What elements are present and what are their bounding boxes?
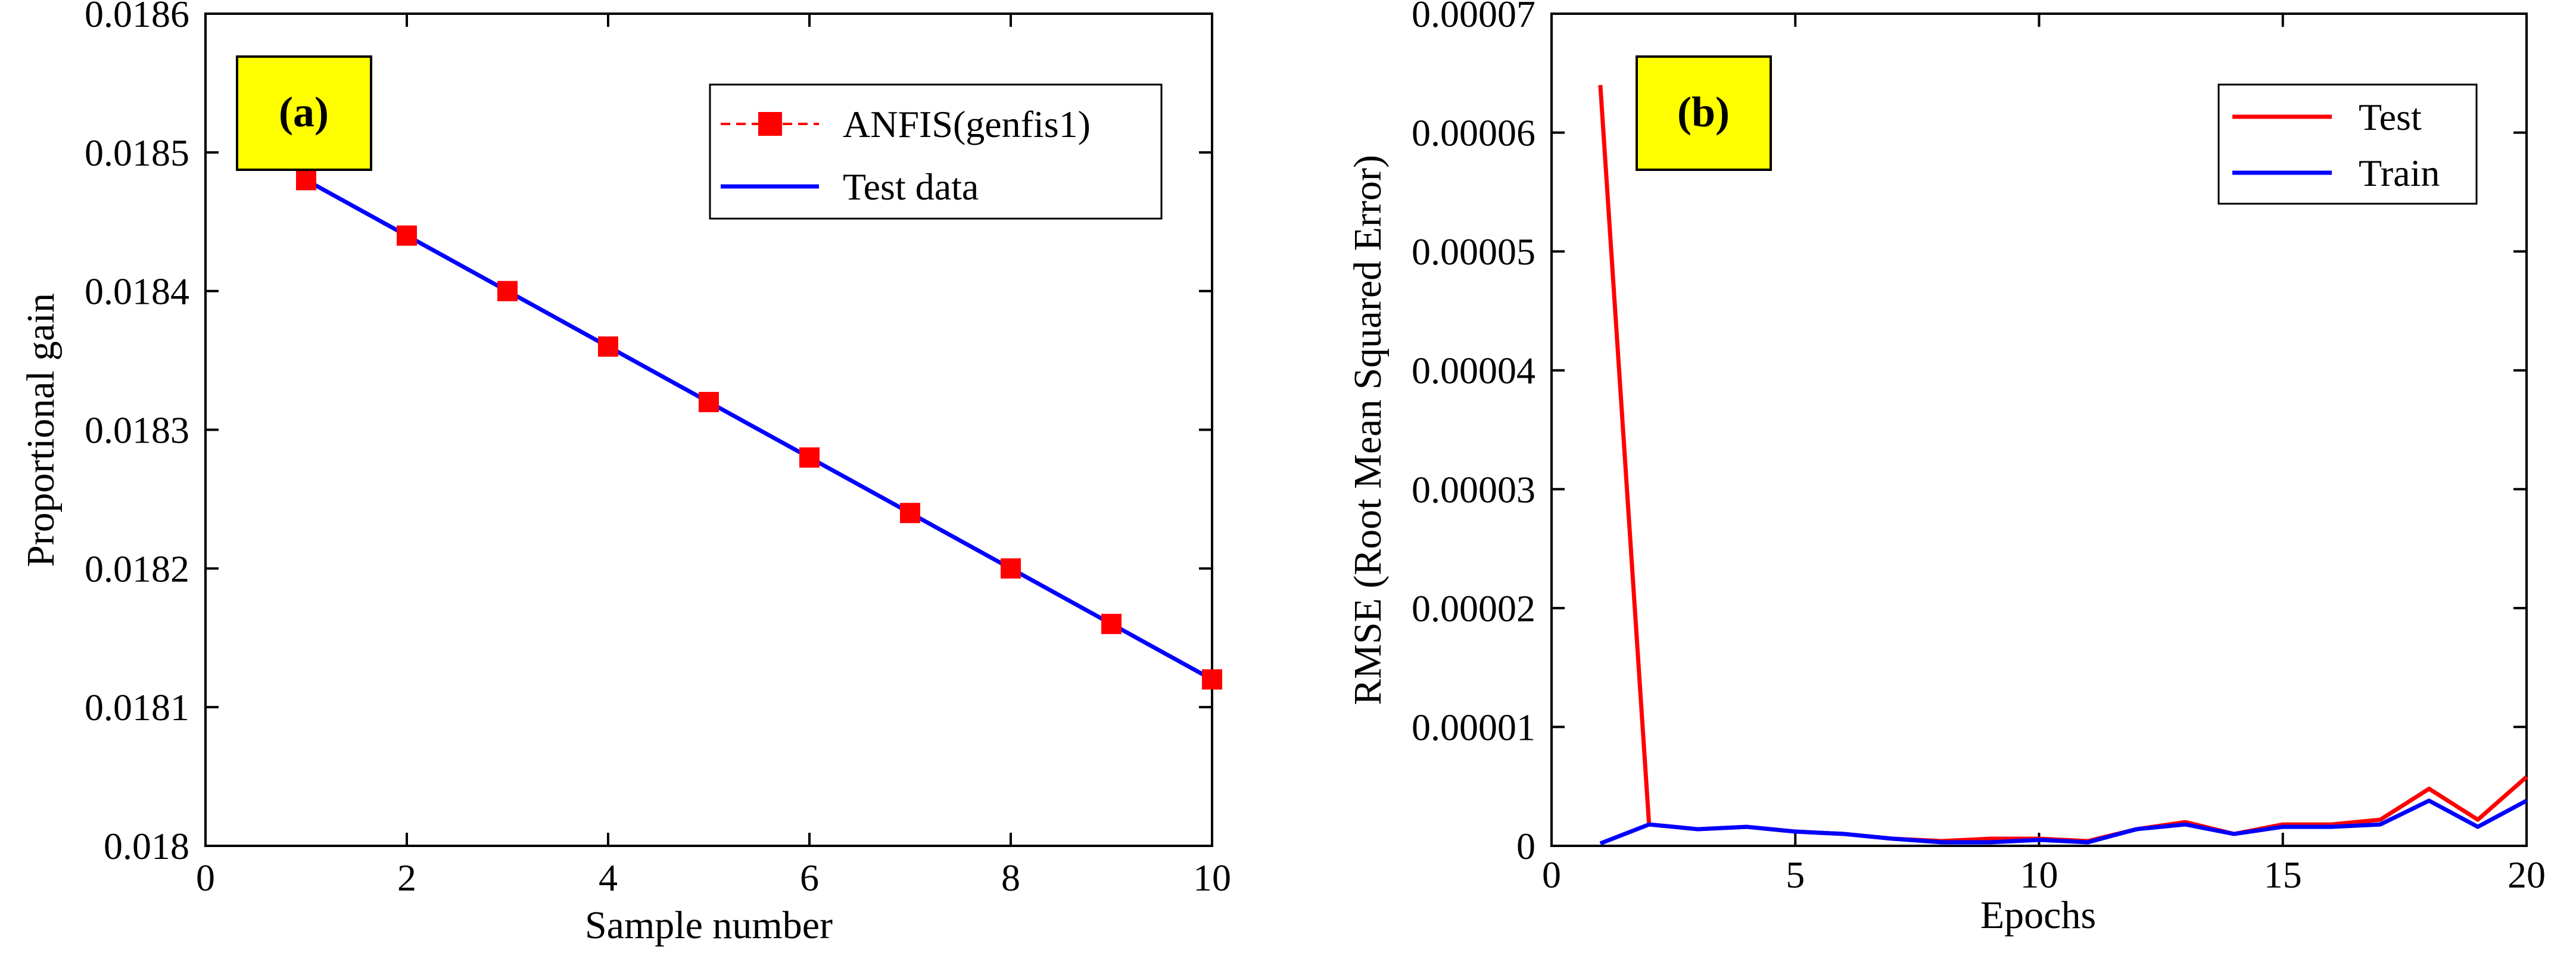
chart-a-y-ticks: 0.018 0.0181 0.0182 0.0183 0.0184 0.0185 0.018… <box>85 0 1212 867</box>
chart-a-point-anfis-genfis1 <box>900 503 920 524</box>
chart-a-legend-marker-anfis <box>758 112 782 136</box>
chart-b-x-tick-label: 10 <box>2020 854 2058 896</box>
chart-a-point-anfis-genfis1 <box>699 391 719 412</box>
chart-a-x-tick-label: 8 <box>1001 857 1020 899</box>
chart-a-y-tick-label: 0.0184 <box>85 270 189 313</box>
chart-b-series <box>1598 85 2528 846</box>
chart-a-series <box>296 170 1222 690</box>
chart-a-point-anfis-genfis1 <box>598 336 618 357</box>
chart-b-panel-label: (b) <box>1677 88 1730 136</box>
chart-b-panel-tag-box <box>1636 55 1772 171</box>
chart-a-panel-label: (a) <box>279 88 329 136</box>
chart-a-y-tick-label: 0.018 <box>104 825 189 867</box>
chart-a-x-tick-label: 6 <box>800 857 819 899</box>
chart-a-y-tick-label: 0.0182 <box>85 547 189 590</box>
chart-a-x-tick-label: 10 <box>1193 857 1231 899</box>
chart-a-x-ticks: 0 2 4 6 8 10 <box>196 14 1231 899</box>
chart-b-x-axis-label: Epochs <box>1980 893 2096 937</box>
chart-a-y-axis-label: Proportional gain <box>19 293 63 567</box>
chart-b-legend-label-test: Test <box>2359 96 2422 138</box>
chart-b-y-tick-label: 0.00007 <box>1412 0 1535 35</box>
chart-a-point-anfis-genfis1 <box>497 281 518 301</box>
chart-b-y-tick-label: 0.00001 <box>1412 706 1535 748</box>
chart-b-y-tick-label: 0.00005 <box>1412 231 1535 273</box>
chart-b-legend: Test Train <box>2217 83 2478 205</box>
chart-a-x-tick-label: 4 <box>599 857 618 899</box>
chart-b-legend-label-train: Train <box>2359 152 2440 194</box>
chart-a-x-tick-label: 0 <box>196 857 215 899</box>
chart-a-x-axis-label: Sample number <box>585 904 833 947</box>
chart-a-panel-tag-box <box>236 55 372 171</box>
chart-a-point-anfis-genfis1 <box>296 170 316 191</box>
chart-b-y-tick-label: 0.00006 <box>1412 112 1535 154</box>
chart-b-y-ticks: 0 0.00001 0.00002 0.00003 0.00004 0.00005 0.00… <box>1412 0 2527 867</box>
chart-a-y-tick-label: 0.0181 <box>85 686 189 728</box>
chart-a-point-anfis-genfis1 <box>799 447 820 468</box>
chart-a-x-tick-label: 2 <box>397 857 416 899</box>
chart-b-series-train <box>1599 798 2528 846</box>
chart-b-x-tick-label: 15 <box>2264 854 2302 896</box>
chart-b-x-tick-label: 20 <box>2508 854 2546 896</box>
chart-a-point-anfis-genfis1 <box>397 225 417 246</box>
chart-a-legend-box <box>709 83 1163 220</box>
chart-a-panel-tag: (a) <box>236 55 372 171</box>
chart-a-legend-label-anfis: ANFIS(genfis1) <box>843 103 1091 145</box>
chart-a-y-tick-label: 0.0185 <box>85 132 189 174</box>
chart-b-legend-box <box>2217 83 2478 205</box>
chart-b-x-tick-label: 0 <box>1542 854 1561 896</box>
chart-b-y-tick-label: 0 <box>1516 825 1535 867</box>
chart-b-y-tick-label: 0.00002 <box>1412 587 1535 630</box>
chart-a-legend: ANFIS(genfis1) Test data <box>709 83 1163 220</box>
chart-b-panel-tag: (b) <box>1636 55 1772 171</box>
chart-b: 0 0.00001 0.00002 0.00003 0.00004 0.00005 0.00… <box>1346 0 2546 937</box>
chart-a-point-anfis-genfis1 <box>1001 558 1021 579</box>
chart-a-legend-label-test-data: Test data <box>843 166 979 208</box>
chart-a-series-test-data <box>305 178 1213 681</box>
chart-a-y-tick-label: 0.0183 <box>85 409 189 452</box>
chart-a-y-tick-label: 0.0186 <box>85 0 189 35</box>
chart-b-y-tick-label: 0.00003 <box>1412 468 1535 510</box>
chart-b-y-tick-label: 0.00004 <box>1412 350 1535 392</box>
chart-b-x-ticks: 0 5 10 15 20 <box>1542 14 2546 896</box>
chart-b-y-axis-label: RMSE (Root Mean Squared Error) <box>1346 155 1390 705</box>
chart-a-point-anfis-genfis1 <box>1202 669 1222 690</box>
chart-b-x-tick-label: 5 <box>1786 854 1805 896</box>
chart-a-point-anfis-genfis1 <box>1101 614 1122 634</box>
chart-a: 0.018 0.0181 0.0182 0.0183 0.0184 0.0185 0.018… <box>19 0 1231 947</box>
